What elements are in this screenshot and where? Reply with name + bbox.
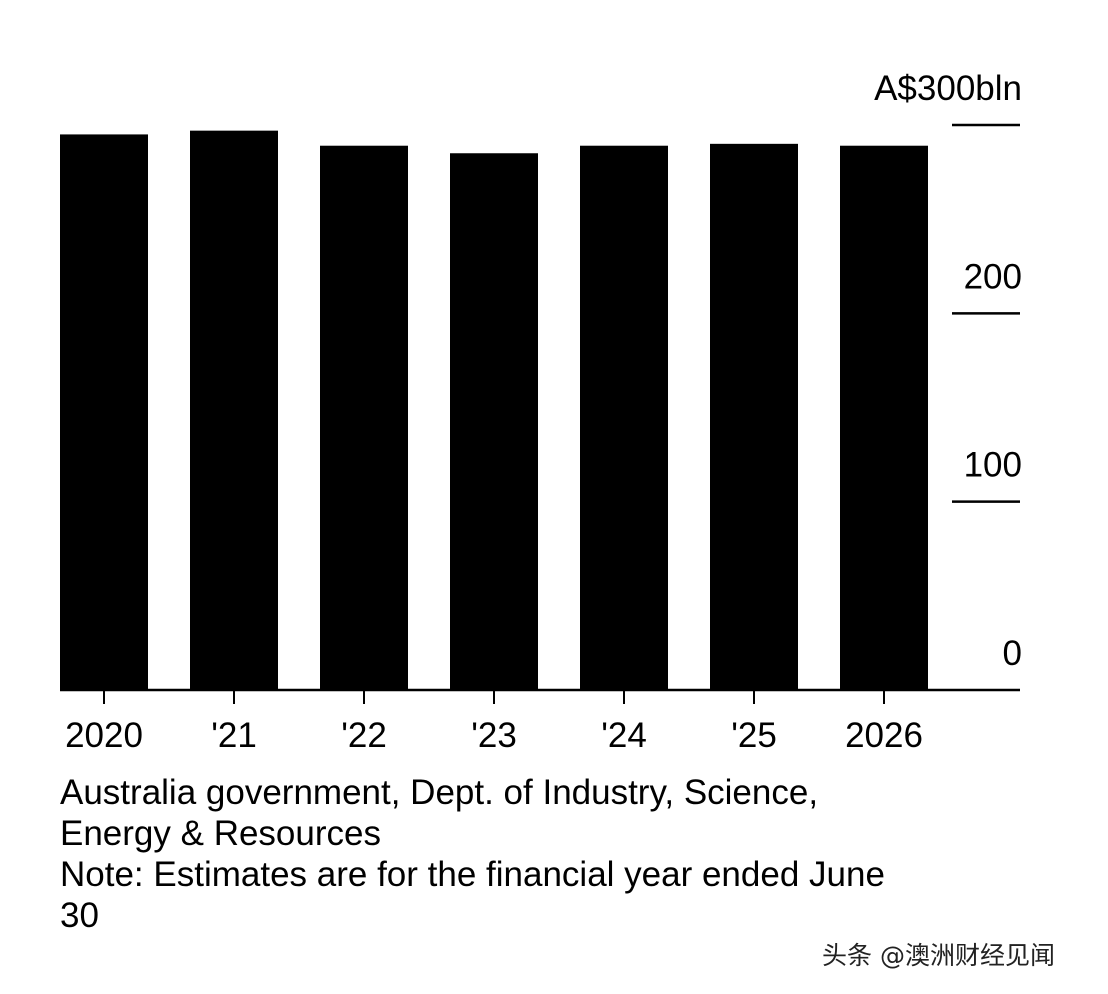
x-tick-label: 2026 <box>845 716 923 755</box>
bar-2 <box>320 145 408 690</box>
x-tick-label: '25 <box>731 716 777 755</box>
source-note: Australia government, Dept. of Industry,… <box>60 772 1060 936</box>
y-tick-label: 200 <box>964 257 1022 296</box>
x-tick-label: '22 <box>341 716 387 755</box>
bar-6 <box>840 145 928 690</box>
x-tick-label: '24 <box>601 716 647 755</box>
bar-3 <box>450 153 538 690</box>
y-tick-label: A$300bln <box>874 69 1022 108</box>
note-line-1: Note: Estimates are for the financial ye… <box>60 855 885 894</box>
x-tick-label: '21 <box>211 716 257 755</box>
x-tick-label: 2020 <box>65 716 143 755</box>
x-tick-label: '23 <box>471 716 517 755</box>
bar-4 <box>580 145 668 690</box>
note-line-2: 30 <box>60 896 99 935</box>
y-tick-label: 100 <box>964 446 1022 485</box>
bar-5 <box>710 143 798 691</box>
bar-chart: 2020 '21 '22 '23 '24 '25 2026 0 100 200 A$300bln <box>60 69 1022 755</box>
y-tick-label: 0 <box>1003 634 1022 673</box>
y-axis: 0 100 200 A$300bln <box>874 69 1022 673</box>
x-axis: 2020 '21 '22 '23 '24 '25 2026 <box>60 688 1020 755</box>
bar-1 <box>190 130 278 690</box>
bar-0 <box>60 134 148 690</box>
bar-group <box>60 130 928 691</box>
source-line-2: Energy & Resources <box>60 814 381 853</box>
watermark: 头条 @澳洲财经见闻 <box>822 941 1055 970</box>
source-line-1: Australia government, Dept. of Industry,… <box>60 773 819 812</box>
